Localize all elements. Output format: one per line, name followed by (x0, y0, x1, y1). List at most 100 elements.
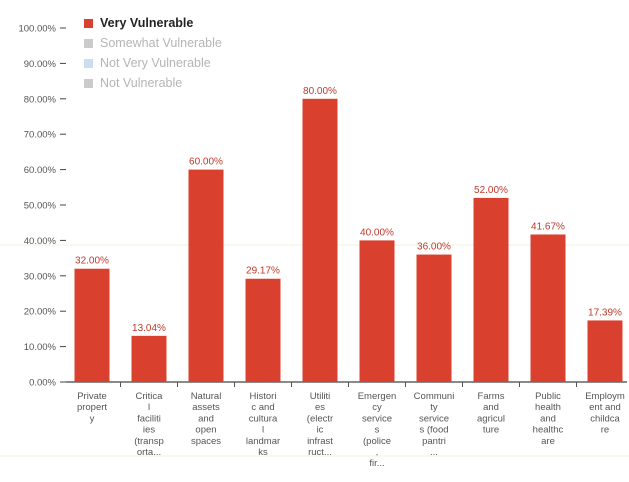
legend-item-not-vulnerable[interactable]: Not Vulnerable (84, 74, 182, 92)
y-tick-label: 40.00% (24, 236, 57, 247)
x-category-label-line: Critica (136, 391, 164, 402)
x-category-label-line: agricul (477, 413, 505, 424)
x-category-label-line: ic (317, 425, 324, 436)
bar-data-label: 32.00% (75, 256, 109, 267)
legend-item-not-very-vulnerable[interactable]: Not Very Vulnerable (84, 54, 211, 72)
bar-data-label: 80.00% (303, 86, 337, 97)
legend-item-somewhat-vulnerable[interactable]: Somewhat Vulnerable (84, 34, 222, 52)
x-category-label-line: spaces (191, 436, 221, 447)
x-category-label-line: (transp (134, 436, 164, 447)
x-category-label-line: Private (77, 391, 107, 402)
legend-swatch (84, 58, 93, 68)
y-tick-label: 20.00% (24, 307, 57, 318)
x-category-label-line: Emergen (358, 391, 397, 402)
x-category-label-line: childca (590, 413, 620, 424)
bar[interactable] (416, 254, 452, 382)
legend-swatch (84, 38, 93, 48)
bar[interactable] (302, 98, 338, 383)
x-category-label: Utiliti es (electr ic infrast ruct... (307, 391, 333, 458)
x-category-label-line: l (262, 425, 264, 436)
legend: Very Vulnerable Somewhat Vulnerable Not … (72, 6, 242, 104)
x-category-label-line: ks (258, 447, 268, 458)
x-category-label-line: s (food (419, 425, 448, 436)
x-category-label-line: ty (430, 402, 438, 413)
x-category-label-line: service (362, 413, 392, 424)
x-category-label-line: l (148, 402, 150, 413)
x-category-label-line: c and (251, 402, 274, 413)
x-category-label-line: and (483, 402, 499, 413)
bar-data-label: 17.39% (588, 307, 622, 318)
bar-data-label: 60.00% (189, 157, 223, 168)
x-category-label-line: assets (192, 402, 220, 413)
x-category-label-line: Public (535, 391, 561, 402)
x-category-label: Private propert y (77, 391, 107, 424)
x-category-label: Communi ty service s (food pantri... (414, 391, 455, 458)
x-category-label-line: health (535, 402, 561, 413)
bar-data-label: 41.67% (531, 221, 565, 232)
x-category-label-line: Farms (478, 391, 505, 402)
y-tick-label: 100.00% (18, 24, 56, 35)
x-category-label-line: faciliti (137, 413, 161, 424)
legend-label: Not Vulnerable (100, 76, 183, 90)
legend-item-very-vulnerable[interactable]: Very Vulnerable (84, 14, 193, 32)
x-category-label-line: propert (77, 402, 107, 413)
x-category-label: Public health and healthc are (533, 391, 564, 447)
y-tick-label: 0.00% (29, 378, 56, 389)
x-category-label-line: Utiliti (310, 391, 331, 402)
x-category-label-line: ture (483, 425, 499, 436)
x-category-label-line: (police (363, 436, 391, 447)
x-category-label-line: orta... (137, 447, 161, 458)
bar[interactable] (188, 169, 224, 382)
legend-label: Not Very Vulnerable (100, 56, 211, 70)
x-category-label: Employm ent and childca re (585, 391, 625, 436)
x-category-label-line: es (315, 402, 325, 413)
bar[interactable] (530, 234, 566, 382)
legend-label: Somewhat Vulnerable (100, 36, 222, 50)
x-category-label: Histori c and cultura l landmar ks (246, 391, 280, 458)
legend-swatch (84, 18, 93, 28)
bar-data-label: 40.00% (360, 227, 394, 238)
x-category-label-line: service (419, 413, 449, 424)
x-category-label-line: Employm (585, 391, 625, 402)
x-category-label-line: and (198, 413, 214, 424)
x-category-label-line: ruct... (308, 447, 332, 458)
y-tick-label: 90.00% (24, 59, 57, 70)
x-category-label-line: re (601, 425, 609, 436)
x-category-label-line: cy (372, 402, 382, 413)
legend-swatch (84, 78, 93, 88)
y-tick-label: 70.00% (24, 130, 57, 141)
legend-label: Very Vulnerable (100, 16, 194, 30)
x-category-label-line: Natural (191, 391, 222, 402)
x-category-label: Critica l faciliti ies (transp orta... (134, 391, 164, 458)
x-category-label-line: are (541, 436, 555, 447)
x-category-label-line: ent and (589, 402, 621, 413)
x-category-label-line: healthc (533, 425, 564, 436)
bar-data-label: 36.00% (417, 242, 451, 253)
x-category-label-line: ies (143, 425, 155, 436)
bar-data-label: 52.00% (474, 185, 508, 196)
x-category-label-line: open (195, 425, 216, 436)
x-category-label-line: landmar (246, 436, 280, 447)
x-category-label-line: cultura (249, 413, 278, 424)
x-category-label-line: Histori (250, 391, 277, 402)
bar[interactable] (587, 320, 623, 382)
x-category-label-line: ... (430, 447, 438, 458)
x-category-label: Farms and agricul ture (477, 391, 505, 436)
x-category-label-line: fir... (369, 458, 384, 469)
x-category-label-line: , (376, 447, 379, 458)
y-tick-label: 60.00% (24, 165, 57, 176)
x-category-label-line: pantri (422, 436, 446, 447)
x-category-label: Natural assets and open spaces (191, 391, 222, 447)
bar[interactable] (473, 197, 509, 382)
x-category-label-line: (electr (307, 413, 333, 424)
x-category-label-line: Communi (414, 391, 455, 402)
bar[interactable] (359, 240, 395, 382)
bar[interactable] (131, 335, 167, 382)
bar[interactable] (74, 268, 110, 382)
bar[interactable] (245, 278, 281, 382)
x-category-label-line: y (90, 413, 95, 424)
x-category-label-line: and (540, 413, 556, 424)
y-tick-label: 50.00% (24, 201, 57, 212)
